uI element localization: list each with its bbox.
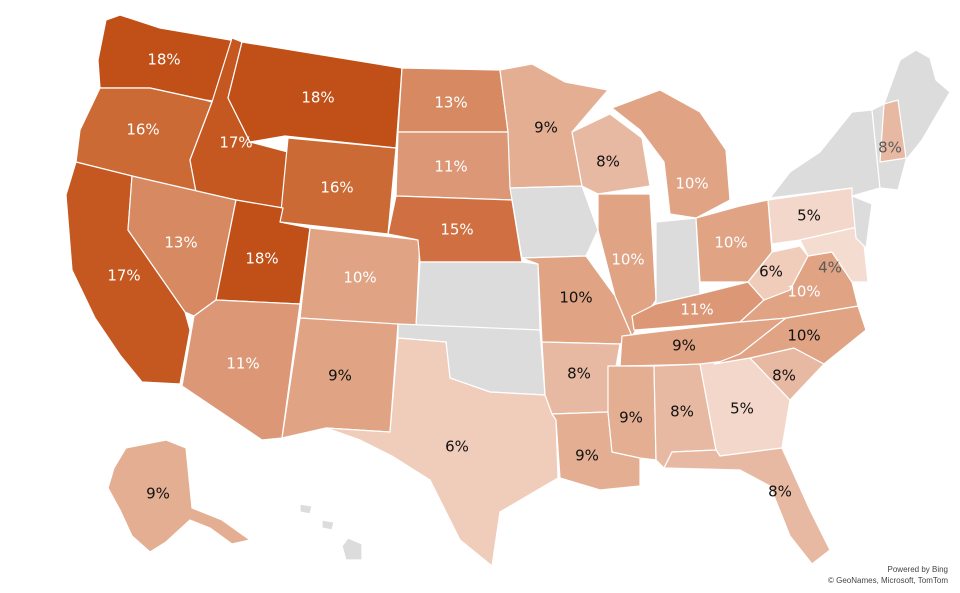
state-indiana[interactable] — [655, 217, 701, 305]
state-value-label-mississippi: 9% — [619, 409, 643, 427]
state-value-label-louisiana: 9% — [575, 447, 599, 465]
state-iowa[interactable] — [509, 185, 599, 259]
state-labels: 18% 16% 17% 17% 13% 18% 16% 18% 11% 10% 9% 13% 11% 15… — [107, 51, 902, 503]
state-value-label-florida: 8% — [768, 483, 792, 501]
state-value-label-new-mexico: 9% — [328, 367, 352, 385]
state-value-label-texas: 6% — [445, 438, 469, 456]
state-value-label-missouri: 10% — [559, 289, 592, 307]
state-michigan[interactable] — [611, 89, 731, 219]
state-value-label-colorado: 10% — [343, 269, 376, 287]
state-value-label-alaska: 9% — [146, 485, 170, 503]
state-arizona[interactable] — [181, 299, 301, 441]
state-value-label-minnesota: 9% — [534, 119, 558, 137]
state-new-jersey[interactable] — [851, 195, 873, 249]
state-value-label-california: 17% — [107, 267, 140, 285]
state-alaska[interactable] — [107, 439, 251, 553]
state-value-label-utah: 18% — [245, 250, 278, 268]
state-value-label-georgia: 5% — [730, 400, 754, 418]
state-value-label-nebraska: 15% — [440, 221, 473, 239]
state-kansas[interactable] — [415, 261, 541, 331]
state-value-label-michigan: 10% — [675, 175, 708, 193]
state-value-label-west-virginia: 6% — [759, 263, 783, 281]
state-value-label-illinois: 10% — [611, 251, 644, 269]
map-credit-sources: © GeoNames, Microsoft, TomTom — [828, 576, 948, 585]
state-value-label-south-dakota: 11% — [434, 158, 467, 176]
state-value-label-alabama: 8% — [670, 403, 694, 421]
state-wisconsin[interactable] — [571, 113, 651, 195]
state-value-label-arizona: 11% — [226, 355, 259, 373]
state-value-label-kentucky: 11% — [680, 301, 713, 319]
state-value-label-new-hampshire: 8% — [878, 139, 902, 157]
state-value-label-arkansas: 8% — [567, 365, 591, 383]
state-value-label-south-carolina: 8% — [772, 367, 796, 385]
state-value-label-maryland: 4% — [818, 259, 842, 277]
state-value-label-nevada: 13% — [164, 234, 197, 252]
state-new-york[interactable] — [769, 109, 881, 199]
state-value-label-montana: 18% — [301, 89, 334, 107]
state-hawaii[interactable] — [299, 503, 363, 561]
state-value-label-oregon: 16% — [126, 121, 159, 139]
state-value-label-virginia: 10% — [787, 283, 820, 301]
state-value-label-north-dakota: 13% — [434, 94, 467, 112]
state-value-label-wisconsin: 8% — [596, 153, 620, 171]
state-value-label-washington: 18% — [147, 51, 180, 69]
state-value-label-north-carolina: 10% — [787, 327, 820, 345]
state-value-label-tennessee: 9% — [672, 337, 696, 355]
state-texas[interactable] — [325, 337, 559, 567]
state-new-hampshire[interactable] — [879, 99, 907, 163]
state-value-label-pennsylvania: 5% — [797, 207, 821, 225]
state-value-label-wyoming: 16% — [320, 179, 353, 197]
map-credit-powered-by: Powered by Bing — [887, 565, 948, 574]
state-florida[interactable] — [663, 447, 831, 565]
state-value-label-ohio: 10% — [714, 234, 747, 252]
state-value-label-idaho: 17% — [219, 134, 252, 152]
